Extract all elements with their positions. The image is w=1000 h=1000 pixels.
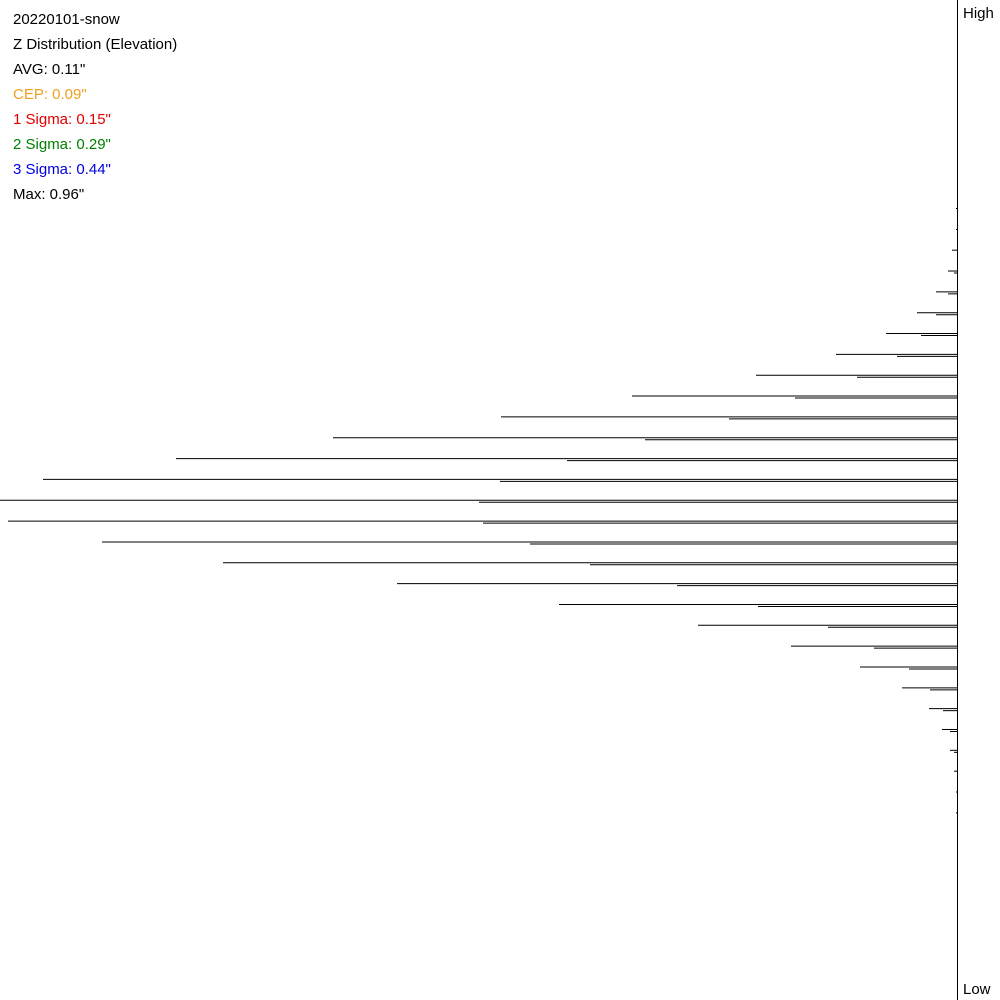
stat-line: AVG: 0.11" (13, 61, 85, 78)
stat-line: 2 Sigma: 0.29" (13, 136, 111, 153)
stat-line: 1 Sigma: 0.15" (13, 111, 111, 128)
stat-line: 3 Sigma: 0.44" (13, 161, 111, 178)
chart-title: 20220101-snow (13, 11, 120, 28)
axis-label-top: High (963, 5, 994, 22)
axis-label-bottom: Low (963, 981, 991, 998)
stat-line: CEP: 0.09" (13, 86, 87, 103)
stat-line: Max: 0.96" (13, 186, 84, 203)
chart-subtitle: Z Distribution (Elevation) (13, 36, 177, 53)
